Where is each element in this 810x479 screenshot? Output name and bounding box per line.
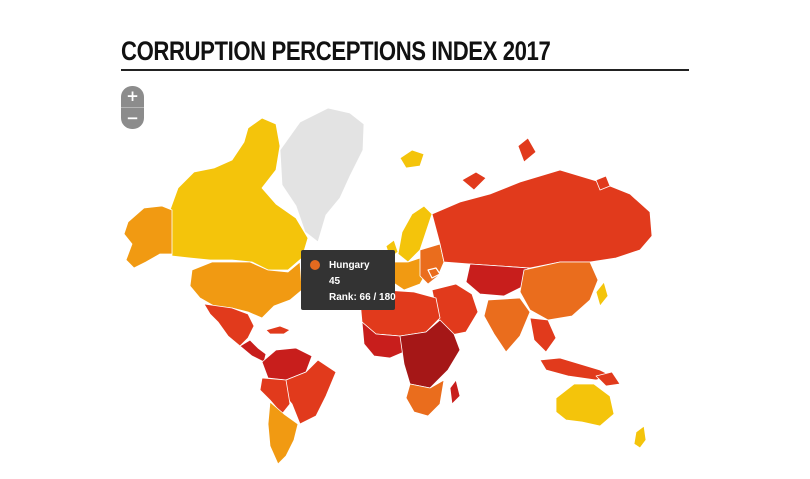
country-papua-new-guinea[interactable] <box>595 371 621 387</box>
country-new-zealand[interactable] <box>633 425 647 449</box>
title-underline <box>121 69 689 71</box>
tooltip-rank: Rank: 66 / 180 <box>329 292 396 303</box>
country-tooltip: Hungary 45 Rank: 66 / 180 <box>301 250 396 310</box>
zoom-controls: + − <box>121 86 144 129</box>
region-west-africa[interactable] <box>361 321 405 359</box>
tooltip-country-name: Hungary <box>329 260 370 271</box>
region-northern-south-america[interactable] <box>261 347 313 381</box>
zoom-out-button[interactable]: − <box>121 108 144 129</box>
country-canada[interactable] <box>169 117 309 271</box>
zoom-in-button[interactable]: + <box>121 86 144 108</box>
region-china[interactable] <box>519 261 599 321</box>
region-central-asia[interactable] <box>465 263 529 297</box>
country-india[interactable] <box>483 297 531 353</box>
country-usa[interactable] <box>189 261 303 319</box>
country-mexico[interactable] <box>203 303 255 347</box>
tooltip-color-dot <box>310 260 320 270</box>
country-greenland[interactable] <box>279 107 365 243</box>
region-southern-cone[interactable] <box>267 401 299 465</box>
country-madagascar[interactable] <box>449 379 461 405</box>
country-japan[interactable] <box>595 281 609 307</box>
region-caribbean[interactable] <box>265 325 291 335</box>
country-iceland[interactable] <box>399 149 425 169</box>
tooltip-score: 45 <box>329 276 341 287</box>
country-russia[interactable] <box>431 169 653 269</box>
country-russia-islands[interactable] <box>461 137 611 191</box>
page-title: CORRUPTION PERCEPTIONS INDEX 2017 <box>121 36 551 66</box>
country-hungary[interactable] <box>427 267 441 279</box>
region-central-america[interactable] <box>239 339 267 363</box>
region-southern-africa[interactable] <box>405 379 445 417</box>
region-southeast-asia[interactable] <box>529 317 557 353</box>
country-australia[interactable] <box>555 383 615 427</box>
country-alaska-us[interactable] <box>123 205 173 269</box>
region-central-africa[interactable] <box>399 319 461 389</box>
